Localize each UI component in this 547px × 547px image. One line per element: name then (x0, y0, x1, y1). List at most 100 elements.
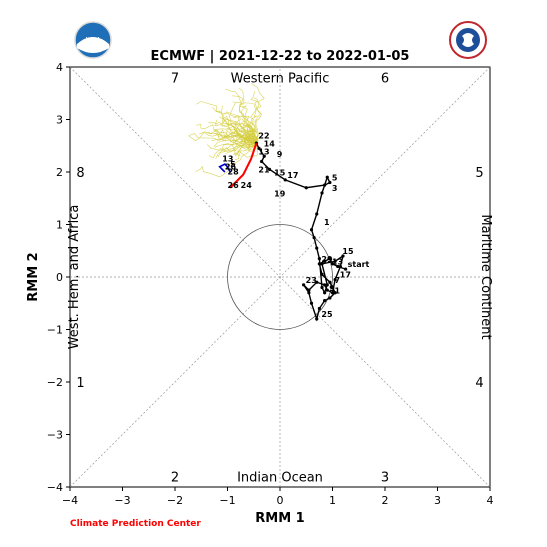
observed-point (328, 257, 332, 261)
ensemble-members (188, 83, 265, 178)
x-axis-label: RMM 1 (255, 511, 304, 526)
observed-point (320, 285, 324, 290)
ensemble-member-line (249, 97, 261, 144)
observed-point (328, 296, 332, 300)
unit-circle (227, 224, 333, 330)
observed-day-label: 15 (342, 247, 354, 256)
observed-point (309, 228, 314, 232)
observed-point (325, 288, 329, 292)
observed-day-label: 7 (335, 276, 341, 285)
observed-point (262, 154, 266, 158)
observed-day-label: 17 (287, 171, 298, 180)
observed-point (283, 178, 287, 182)
forecast-b-day-label: 28 (228, 168, 240, 177)
observed-point (320, 272, 324, 276)
observed-day-label: 29 (321, 255, 333, 264)
observed-point (309, 301, 314, 305)
observed-day-label: 22 (258, 132, 269, 141)
forecast-b-day-label: 5 (230, 160, 236, 169)
observed-day-label: 13 (332, 258, 343, 267)
y-axis-ticks: −4 −3 −2 −1 0 1 2 3 4 (47, 61, 70, 494)
observed-point (315, 280, 319, 284)
observed-point (341, 254, 345, 258)
y-tick-label: 3 (56, 114, 63, 127)
x-axis-ticks: −4 −3 −2 −1 0 1 2 3 4 (62, 487, 494, 507)
observed-point (317, 306, 321, 311)
observed-day-label: 9 (329, 284, 335, 293)
observed-day-label: 21 (258, 166, 270, 175)
phase-number: 6 (381, 72, 389, 87)
x-tick-label: 0 (277, 494, 284, 507)
forecast-b-day-label: 26 (225, 162, 237, 171)
region-label-left: West. Hem. and Africa (67, 205, 82, 350)
region-label-top: Western Pacific (231, 72, 330, 87)
observed-day-label: 1 (324, 218, 330, 227)
phase-number: 3 (381, 471, 389, 486)
observed-day-label: 3 (332, 184, 338, 193)
observed-point (307, 291, 311, 295)
observed-point (330, 262, 335, 266)
observed-point (302, 283, 306, 287)
observed-day-label: 14 (264, 139, 276, 148)
observed-day-label: 9 (277, 150, 283, 159)
ensemble-member-line (246, 122, 257, 144)
x-tick-label: 4 (487, 494, 494, 507)
x-tick-label: 2 (382, 494, 389, 507)
observed-point (325, 283, 329, 287)
observed-day-label: 13 (258, 147, 269, 156)
observed-point (323, 299, 327, 303)
x-tick-label: −3 (114, 494, 130, 507)
observed-point (323, 183, 327, 187)
x-tick-label: −2 (167, 494, 183, 507)
ensemble-member-line (214, 129, 257, 144)
observed-point (315, 317, 319, 321)
observed-day-label: 15 (274, 168, 286, 177)
observed-line (255, 142, 346, 322)
forecast-mean-b-line (218, 163, 231, 173)
observed-point (344, 267, 348, 271)
observed-point (320, 191, 324, 195)
chart-title: ECMWF | 2021-12-22 to 2022-01-05 (151, 49, 410, 64)
ensemble-member-line (213, 139, 257, 148)
observed-day-label: start (348, 260, 370, 269)
y-tick-label: −4 (47, 481, 63, 494)
ensemble-member-line (234, 142, 257, 161)
observed-day-label: 19 (274, 189, 286, 198)
y-tick-label: 4 (56, 61, 63, 74)
observed-point (260, 159, 264, 164)
observed-point (323, 283, 327, 287)
phase-guides (69, 66, 491, 488)
observed-point (330, 285, 335, 290)
observed-point (323, 291, 327, 295)
forecast-b-day-label: 13 (222, 155, 233, 164)
observed-point (315, 246, 319, 250)
ensemble-member-line (229, 137, 257, 144)
svg-text:NOAA: NOAA (86, 37, 101, 43)
observed-point (325, 175, 329, 179)
observed-point (267, 167, 272, 171)
y-tick-label: 2 (56, 166, 63, 179)
y-tick-label: 0 (56, 271, 63, 284)
ensemble-member-line (250, 91, 261, 144)
x-tick-label: 3 (434, 494, 441, 507)
forecast-mean-line (229, 142, 258, 189)
phase-number: 5 (475, 166, 483, 181)
observed-point (333, 259, 337, 263)
y-tick-label: −3 (47, 429, 63, 442)
forecast-day-label: 26 (228, 181, 240, 190)
y-tick-label: −2 (47, 376, 63, 389)
region-label-bottom: Indian Ocean (237, 471, 323, 486)
x-tick-label: −1 (219, 494, 235, 507)
y-tick-label: −1 (47, 324, 63, 337)
observed-point (317, 257, 321, 261)
ensemble-member-line (226, 118, 257, 144)
observed-point (307, 288, 311, 292)
observed-point (330, 291, 335, 295)
nws-logo (449, 21, 487, 59)
observed-day-label: 1 (335, 286, 341, 295)
observed-day-label: 25 (321, 310, 333, 319)
observed-day-label: 5 (332, 174, 338, 183)
